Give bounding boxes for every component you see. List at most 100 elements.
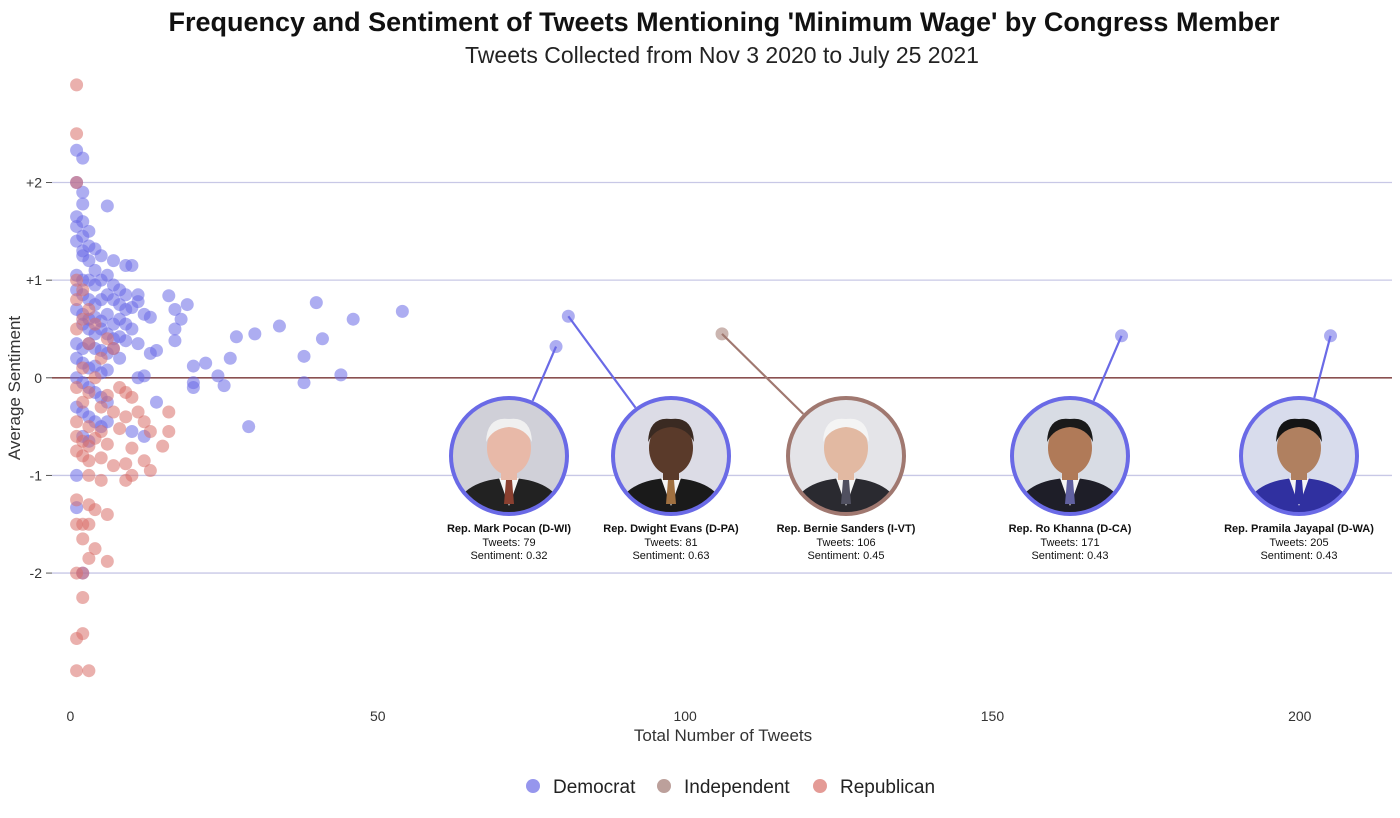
- portrait-face: [487, 421, 531, 475]
- member-sentiment: Sentiment: 0.43: [1260, 550, 1337, 562]
- democrat-point: [174, 312, 188, 326]
- connectors-layer: [531, 315, 1332, 415]
- democrat-point: [272, 319, 286, 333]
- democrat-point: [168, 334, 182, 348]
- republican-point: [88, 542, 102, 556]
- republican-point: [76, 312, 90, 326]
- legend-label: Republican: [840, 777, 935, 798]
- democrat-point: [186, 359, 200, 373]
- member-sentiment: Sentiment: 0.43: [1031, 550, 1108, 562]
- republican-point: [70, 273, 84, 287]
- republican-point: [100, 388, 114, 402]
- chart-title: Frequency and Sentiment of Tweets Mentio…: [169, 7, 1280, 37]
- member-sentiment: Sentiment: 0.45: [807, 550, 884, 562]
- republican-point: [70, 631, 84, 645]
- portraits-layer: Rep. Mark Pocan (D-WI)Tweets: 79Sentimen…: [447, 396, 1374, 562]
- democrat-point: [334, 368, 348, 382]
- democrat-point: [549, 340, 563, 354]
- democrat-point: [70, 234, 84, 248]
- y-tick-label: -2: [30, 565, 43, 581]
- legend-label: Democrat: [553, 777, 636, 798]
- republican-point: [70, 493, 84, 507]
- republican-point: [125, 441, 139, 455]
- portrait-tie: [504, 480, 514, 504]
- democrat-point: [297, 376, 311, 390]
- member-tweets: Tweets: 106: [816, 537, 875, 549]
- portrait-hair: [648, 418, 694, 442]
- democrat-point: [346, 312, 360, 326]
- republican-point: [70, 322, 84, 336]
- democrat-point: [211, 369, 225, 383]
- annotation-connector: [567, 315, 637, 409]
- democrat-point: [149, 343, 163, 357]
- y-tick-label: -1: [30, 467, 43, 483]
- republican-point: [162, 405, 176, 419]
- republican-point: [82, 337, 96, 351]
- democrat-point: [70, 219, 84, 233]
- annotation-connector: [531, 346, 558, 402]
- member-name: Rep. Bernie Sanders (I-VT): [777, 523, 916, 535]
- democrat-point: [137, 369, 151, 383]
- x-tick-label: 50: [370, 708, 386, 724]
- member-portrait: [1010, 396, 1130, 516]
- democrat-point: [561, 309, 575, 323]
- republican-point: [119, 457, 133, 471]
- democrat-point: [88, 263, 102, 277]
- portrait-tie: [1294, 480, 1304, 504]
- republican-point: [70, 293, 84, 307]
- republican-point: [88, 371, 102, 385]
- democrat-point: [168, 322, 182, 336]
- member-tweets: Tweets: 79: [482, 537, 535, 549]
- legend-marker: [813, 779, 827, 793]
- republican-point: [94, 451, 108, 465]
- democrat-point: [180, 298, 194, 312]
- democrat-point: [217, 379, 231, 393]
- democrat-point: [309, 296, 323, 310]
- member-portrait: [449, 396, 569, 516]
- independent-point: [715, 327, 729, 341]
- republican-point: [143, 464, 157, 478]
- republican-point: [76, 283, 90, 297]
- republican-point: [100, 332, 114, 346]
- democrat-point: [125, 322, 139, 336]
- democrat-point: [395, 304, 409, 318]
- republican-point: [162, 424, 176, 438]
- republican-point: [82, 517, 96, 531]
- democrat-point: [100, 307, 114, 321]
- portrait-face: [1048, 421, 1092, 475]
- republican-point: [82, 551, 96, 565]
- republican-point: [70, 127, 84, 141]
- republican-point: [125, 390, 139, 404]
- annotation-connector: [721, 333, 805, 415]
- republican-point: [137, 415, 151, 429]
- republican-point: [88, 503, 102, 517]
- republican-point: [119, 410, 133, 424]
- republican-point: [94, 400, 108, 414]
- member-sentiment: Sentiment: 0.32: [470, 550, 547, 562]
- member-name: Rep. Pramila Jayapal (D-WA): [1224, 523, 1374, 535]
- portrait-hair: [1276, 418, 1322, 442]
- portrait-body: [457, 478, 561, 514]
- ticks-layer: +2 +1 0 -1 -2 0 50 100 150 200: [26, 175, 1312, 724]
- republican-point: [106, 405, 120, 419]
- democrat-point: [1324, 329, 1338, 343]
- portrait-ring: [1239, 396, 1359, 516]
- portrait-body: [619, 478, 723, 514]
- democrat-point: [76, 197, 90, 211]
- chart-subtitle: Tweets Collected from Nov 3 2020 to July…: [465, 42, 979, 68]
- x-tick-label: 200: [1288, 708, 1312, 724]
- portrait-face: [824, 421, 868, 475]
- portrait-hair: [486, 418, 532, 442]
- portrait-face: [1277, 421, 1321, 475]
- legend-marker: [657, 779, 671, 793]
- republican-point: [70, 78, 84, 92]
- democrat-point: [297, 349, 311, 363]
- member-portrait: [1239, 396, 1359, 516]
- democrat-point: [168, 302, 182, 316]
- x-axis-label: Total Number of Tweets: [634, 726, 812, 745]
- legend-marker: [526, 779, 540, 793]
- democrat-point: [113, 351, 127, 365]
- democrat-point: [162, 289, 176, 303]
- democrat-point: [106, 254, 120, 268]
- y-axis-label: Average Sentiment: [5, 316, 24, 461]
